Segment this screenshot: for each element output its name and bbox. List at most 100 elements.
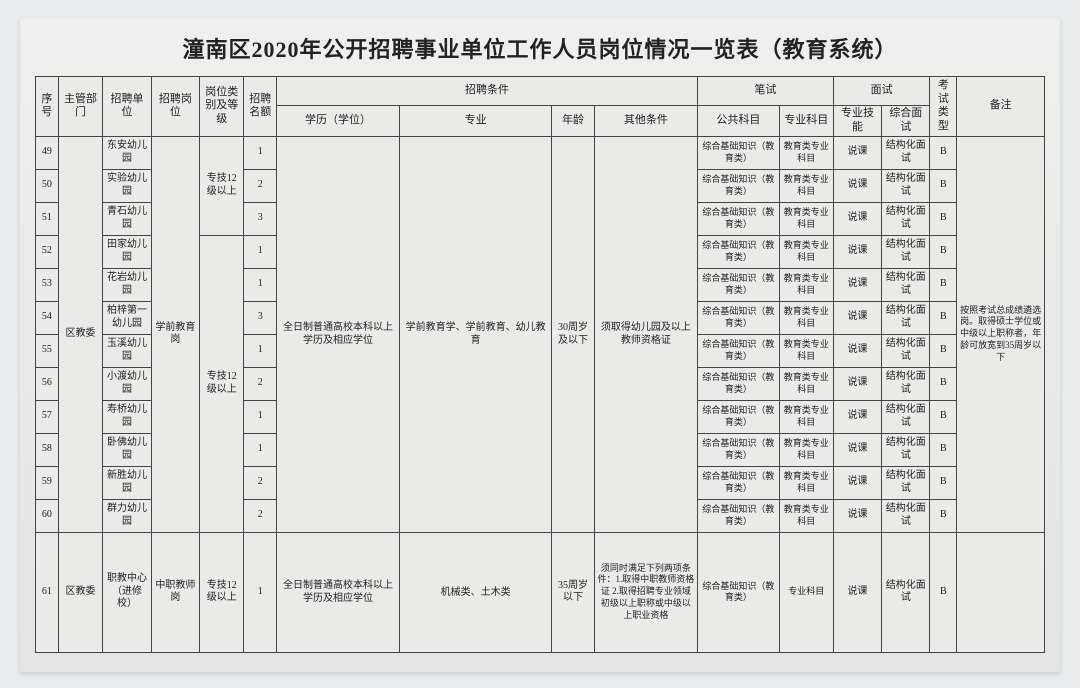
level-cell: 专技12级以上 [200,532,244,652]
iv-cell: 结构化面试 [882,202,930,235]
etype-cell: B [930,301,957,334]
unit-cell: 小渡幼儿园 [103,367,151,400]
pub-cell: 综合基础知识（教育类） [697,532,779,652]
col-iv: 综合面试 [882,106,930,137]
col-unit: 招聘单位 [103,77,151,137]
iv-cell: 结构化面试 [882,169,930,202]
prof-cell: 教育类专业科目 [779,400,833,433]
seq-cell: 49 [36,136,59,169]
oth-cell: 须取得幼儿园及以上教师资格证 [594,136,697,532]
col-cond: 招聘条件 [277,77,698,106]
seq-cell: 51 [36,202,59,235]
prof-cell: 教育类专业科目 [779,466,833,499]
pub-cell: 综合基础知识（教育类） [697,466,779,499]
post-cell: 学前教育岗 [151,136,199,532]
unit-cell: 东安幼儿园 [103,136,151,169]
iv-cell: 结构化面试 [882,367,930,400]
skill-cell: 说课 [833,235,881,268]
etype-cell: B [930,202,957,235]
pub-cell: 综合基础知识（教育类） [697,301,779,334]
prof-cell: 教育类专业科目 [779,499,833,532]
document-page: 潼南区2020年公开招聘事业单位工作人员岗位情况一览表（教育系统） 序号 主管部… [20,18,1060,672]
dept-cell: 区教委 [58,532,102,652]
col-etype: 考试类型 [930,77,957,137]
maj-cell: 学前教育学、学前教育、幼儿教育 [399,136,551,532]
etype-cell: B [930,532,957,652]
qty-cell: 1 [244,532,277,652]
seq-cell: 54 [36,301,59,334]
unit-cell: 寿桥幼儿园 [103,400,151,433]
skill-cell: 说课 [833,334,881,367]
qty-cell: 2 [244,466,277,499]
col-written: 笔试 [697,77,833,106]
skill-cell: 说课 [833,202,881,235]
note-cell: 按照考试总成绩遴选岗。取得硕士学位或中级以上职称者，年龄可放宽到35周岁以下 [957,136,1045,532]
seq-cell: 58 [36,433,59,466]
prof-cell: 专业科目 [779,532,833,652]
qty-cell: 2 [244,499,277,532]
iv-cell: 结构化面试 [882,301,930,334]
seq-cell: 56 [36,367,59,400]
iv-cell: 结构化面试 [882,433,930,466]
edu-cell: 全日制普通高校本科以上学历及相应学位 [277,136,400,532]
qty-cell: 2 [244,367,277,400]
seq-cell: 52 [36,235,59,268]
skill-cell: 说课 [833,466,881,499]
qty-cell: 1 [244,433,277,466]
col-seq: 序号 [36,77,59,137]
unit-cell: 卧佛幼儿园 [103,433,151,466]
prof-cell: 教育类专业科目 [779,169,833,202]
etype-cell: B [930,433,957,466]
recruitment-table: 序号 主管部门 招聘单位 招聘岗位 岗位类别及等级 招聘名额 招聘条件 笔试 面… [35,76,1045,653]
prof-cell: 教育类专业科目 [779,235,833,268]
etype-cell: B [930,235,957,268]
unit-cell: 玉溪幼儿园 [103,334,151,367]
unit-cell: 实验幼儿园 [103,169,151,202]
table-row: 49 区教委 东安幼儿园 学前教育岗 专技12级以上 1 全日制普通高校本科以上… [36,136,1045,169]
prof-cell: 教育类专业科目 [779,268,833,301]
iv-cell: 结构化面试 [882,466,930,499]
seq-cell: 60 [36,499,59,532]
col-maj: 专业 [399,106,551,137]
table-row: 61 区教委 职教中心（进修校） 中职教师岗 专技12级以上 1 全日制普通高校… [36,532,1045,652]
qty-cell: 1 [244,136,277,169]
oth-cell: 须同时满足下列两项条件：1.取得中职教师资格证 2.取得招聘专业领域初级以上职称… [594,532,697,652]
col-note: 备注 [957,77,1045,137]
unit-cell: 青石幼儿园 [103,202,151,235]
col-prof: 专业科目 [779,106,833,137]
seq-cell: 59 [36,466,59,499]
col-interview: 面试 [833,77,930,106]
etype-cell: B [930,268,957,301]
iv-cell: 结构化面试 [882,532,930,652]
page-title: 潼南区2020年公开招聘事业单位工作人员岗位情况一览表（教育系统） [20,32,1060,64]
prof-cell: 教育类专业科目 [779,334,833,367]
unit-cell: 柏梓第一幼儿园 [103,301,151,334]
pub-cell: 综合基础知识（教育类） [697,136,779,169]
etype-cell: B [930,499,957,532]
col-oth: 其他条件 [594,106,697,137]
skill-cell: 说课 [833,367,881,400]
header-row-1: 序号 主管部门 招聘单位 招聘岗位 岗位类别及等级 招聘名额 招聘条件 笔试 面… [36,77,1045,106]
prof-cell: 教育类专业科目 [779,367,833,400]
etype-cell: B [930,169,957,202]
level-cell: 专技12级以上 [200,235,244,532]
iv-cell: 结构化面试 [882,334,930,367]
unit-cell: 新胜幼儿园 [103,466,151,499]
post-cell: 中职教师岗 [151,532,199,652]
prof-cell: 教育类专业科目 [779,136,833,169]
qty-cell: 1 [244,268,277,301]
pub-cell: 综合基础知识（教育类） [697,400,779,433]
seq-cell: 55 [36,334,59,367]
pub-cell: 综合基础知识（教育类） [697,433,779,466]
age-cell: 35周岁以下 [552,532,594,652]
pub-cell: 综合基础知识（教育类） [697,235,779,268]
col-qty: 招聘名额 [244,77,277,137]
skill-cell: 说课 [833,136,881,169]
skill-cell: 说课 [833,268,881,301]
qty-cell: 2 [244,169,277,202]
unit-cell: 花岩幼儿园 [103,268,151,301]
iv-cell: 结构化面试 [882,499,930,532]
etype-cell: B [930,400,957,433]
seq-cell: 57 [36,400,59,433]
seq-cell: 61 [36,532,59,652]
